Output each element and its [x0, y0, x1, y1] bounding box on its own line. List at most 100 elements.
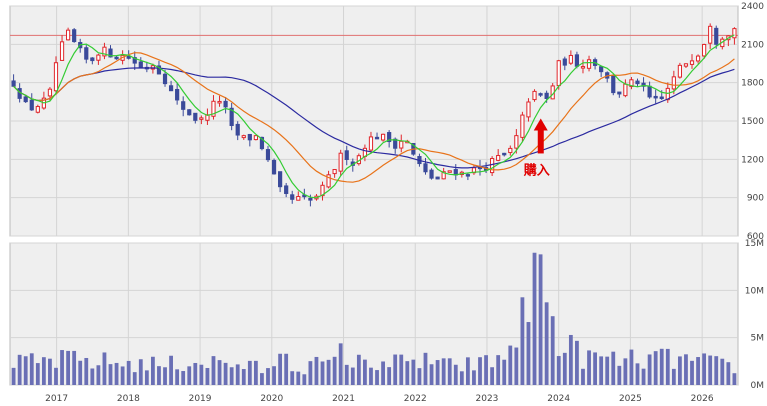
- candle-down: [278, 171, 283, 188]
- candle-down: [108, 48, 113, 58]
- volume-tick-label: 15M: [745, 239, 764, 249]
- volume-bar: [102, 352, 107, 385]
- candle-down: [223, 100, 228, 108]
- candle-up: [211, 100, 216, 117]
- price-tick-label: 1500: [741, 117, 764, 127]
- volume-bar: [690, 360, 694, 385]
- candle-up: [702, 43, 707, 57]
- volume-bar: [247, 360, 252, 385]
- volume-bar: [302, 374, 307, 385]
- price-tick-label: 2100: [741, 40, 764, 50]
- candle-down: [259, 136, 265, 150]
- candle-down: [138, 61, 143, 68]
- volume-bar: [459, 371, 464, 385]
- volume-bar: [363, 359, 367, 385]
- year-tick-label: 2025: [619, 394, 642, 404]
- volume-bar: [478, 357, 482, 385]
- candle-up: [532, 90, 537, 101]
- candle-up: [368, 136, 374, 151]
- candle-up: [580, 66, 586, 69]
- candle-down: [265, 149, 271, 161]
- volume-gridlines: [10, 242, 738, 386]
- candle-down: [90, 57, 95, 62]
- candle-down: [23, 96, 28, 103]
- volume-bar: [720, 358, 725, 385]
- volume-bar: [72, 350, 77, 385]
- candle-down: [502, 152, 507, 156]
- candle-up: [629, 79, 634, 88]
- volume-bar: [108, 364, 113, 385]
- ma-long-line: [13, 67, 735, 169]
- volume-bar: [441, 358, 446, 385]
- candle-up: [253, 135, 258, 141]
- volume-bar: [496, 355, 501, 385]
- volume-bar: [411, 359, 416, 385]
- candle-down: [181, 101, 186, 110]
- candle-down: [423, 163, 428, 173]
- volume-bar: [544, 302, 549, 385]
- candle-up: [514, 135, 519, 149]
- price-tick-label: 1200: [741, 155, 764, 165]
- volume-bar: [635, 363, 640, 385]
- candle-up: [59, 41, 65, 61]
- buy-arrow: [533, 118, 548, 154]
- candle-up: [708, 25, 713, 44]
- candle-down: [132, 57, 137, 64]
- candle-down: [175, 88, 180, 101]
- volume-bar: [659, 348, 664, 385]
- candle-down: [187, 109, 192, 116]
- candle-down: [465, 174, 470, 177]
- volume-bar: [677, 356, 682, 385]
- volume-bar: [605, 356, 610, 385]
- candle-down: [308, 197, 313, 201]
- candle-up: [677, 64, 682, 78]
- volume-bar: [423, 352, 428, 385]
- volume-bar: [199, 364, 204, 385]
- candles: [11, 23, 737, 207]
- volume-bar: [60, 350, 64, 385]
- candle-up: [447, 170, 452, 173]
- volume-bar: [284, 353, 289, 385]
- volume-bar: [193, 362, 198, 385]
- candle-up: [683, 63, 689, 67]
- volume-bar: [326, 359, 331, 385]
- volume-bar: [29, 353, 34, 385]
- candle-down: [429, 169, 434, 179]
- volume-bar: [175, 369, 180, 385]
- volume-bar: [393, 354, 398, 385]
- candle-up: [241, 135, 246, 139]
- volume-bar: [211, 356, 216, 385]
- candle-up: [671, 76, 676, 90]
- volume-bar: [17, 354, 22, 385]
- volume-bar: [611, 351, 616, 385]
- volume-bar: [260, 373, 264, 385]
- candle-down: [653, 95, 658, 99]
- candle-up: [338, 152, 343, 172]
- candle-down: [344, 150, 349, 160]
- volume-bar: [187, 366, 192, 385]
- volume-bar: [96, 365, 101, 385]
- volume-axis-labels: 15M 10M 5M 0M: [745, 239, 764, 391]
- volume-bar: [48, 358, 52, 385]
- candle-up: [380, 133, 386, 141]
- candle-down: [617, 91, 622, 95]
- volume-bar: [472, 370, 476, 385]
- volume-bar: [429, 364, 434, 385]
- candle-down: [659, 96, 664, 100]
- candle-down: [374, 136, 380, 140]
- candle-down: [193, 112, 198, 121]
- candle-up: [732, 28, 737, 39]
- volume-tick-label: 10M: [745, 286, 764, 296]
- volume-bar: [550, 316, 555, 385]
- volume-bar: [78, 360, 83, 385]
- volume-bar: [484, 355, 488, 385]
- volume-bar: [405, 361, 410, 385]
- candle-up: [623, 83, 628, 97]
- volume-bar: [229, 367, 234, 385]
- volume-bar: [163, 367, 167, 385]
- volume-bar: [581, 368, 585, 385]
- volume-bar: [447, 358, 452, 385]
- volume-bar: [138, 359, 143, 385]
- volume-bar: [696, 357, 700, 385]
- volume-bar: [90, 368, 95, 385]
